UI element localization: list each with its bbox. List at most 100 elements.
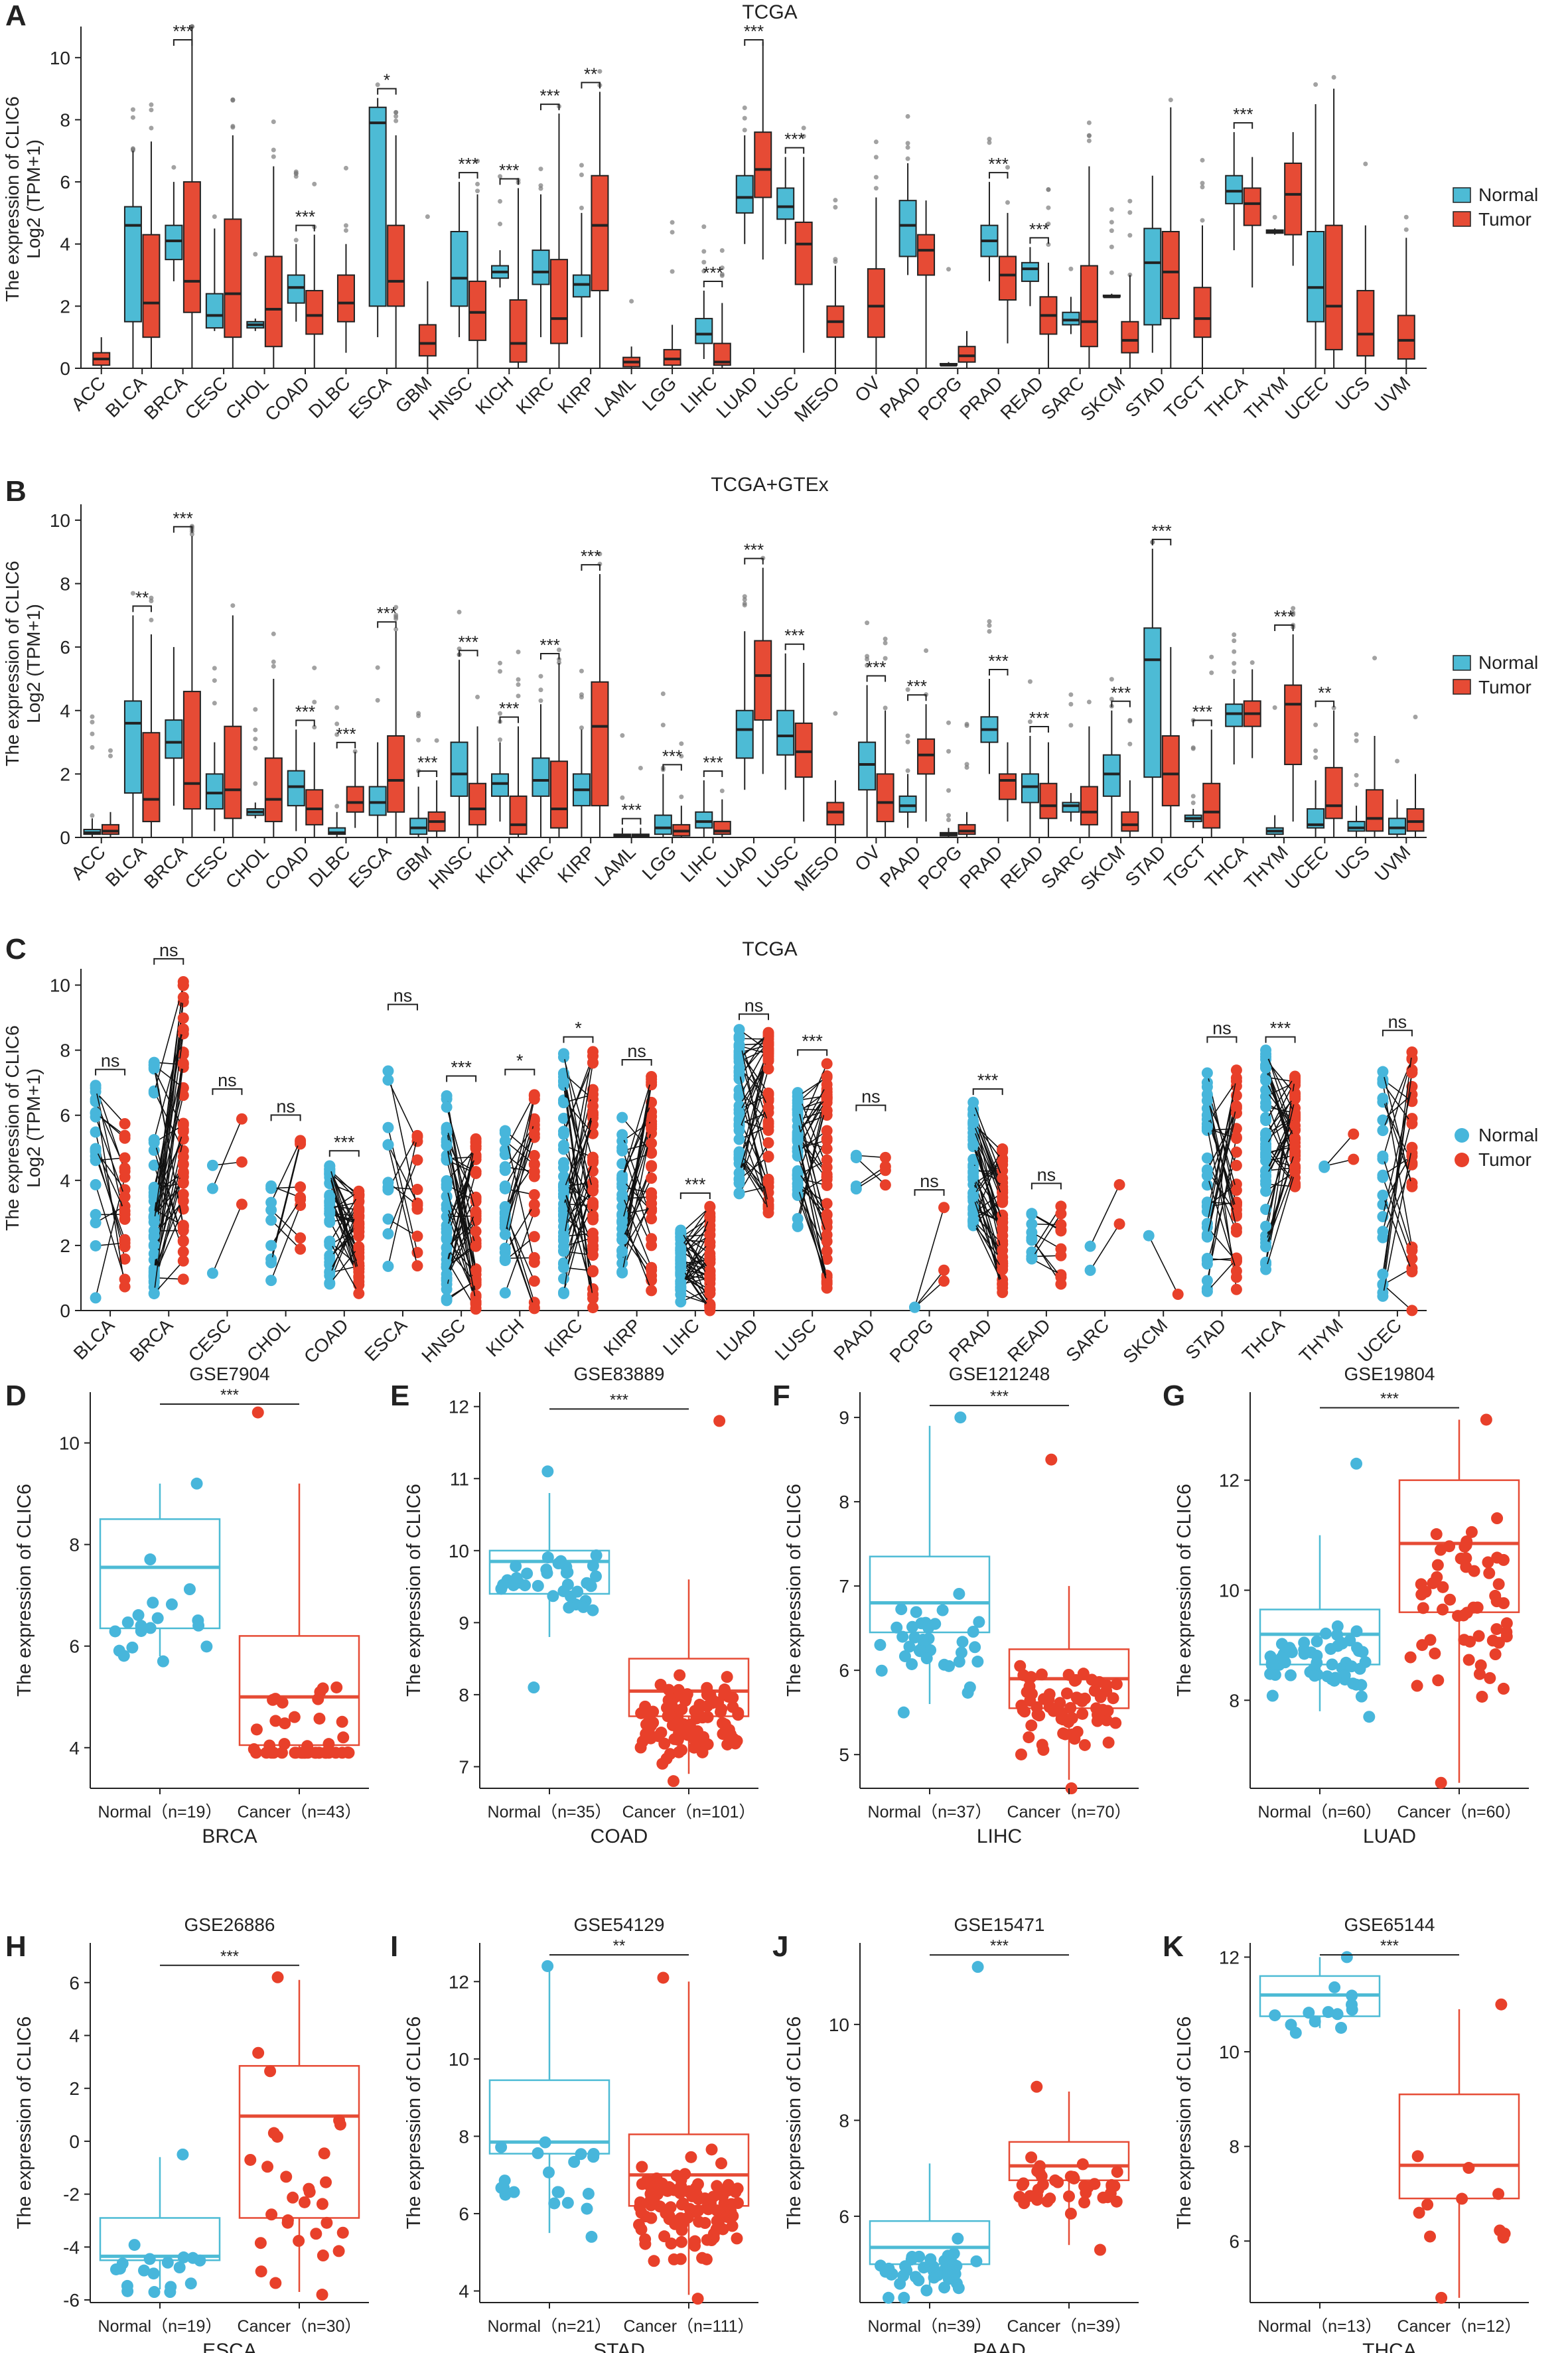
j-normal-point (952, 2282, 965, 2295)
y-tick-label-h: 0 (69, 2131, 80, 2152)
f-cancer-point (1035, 1668, 1048, 1681)
outlier-luad (742, 127, 747, 133)
tumor-point-stad (1230, 1132, 1242, 1144)
cesc-tumor-box (224, 725, 242, 820)
x-tick-label-f-normal: Normal（n=37） (868, 1803, 992, 1821)
tumor-point-lusc (821, 1229, 833, 1241)
y-tick-label-k: 12 (1219, 1947, 1240, 1967)
skcm-normal-box (1102, 754, 1121, 797)
pair-line-brca (153, 985, 184, 1217)
d-normal-point (190, 1477, 203, 1490)
pair-line-luad (739, 1159, 769, 1209)
tumor-point-lusc (821, 1253, 833, 1265)
k-cancer-point (1492, 2188, 1505, 2200)
sig-coad-label: *** (295, 701, 315, 721)
outlier-prad (987, 628, 992, 634)
y-tick-label-g: 10 (1219, 1581, 1240, 1601)
lgg-tumor-box (663, 348, 681, 366)
sig-prad-label: *** (989, 154, 1009, 174)
coad-tumor-box (305, 289, 324, 335)
normal-point-kirc (557, 1162, 569, 1174)
outlier-blca (130, 107, 135, 112)
outlier-lihc (719, 788, 725, 794)
f-cancer-point (1061, 1715, 1074, 1727)
normal-point-stad (1201, 1067, 1213, 1079)
normal-point-lusc (792, 1094, 804, 1106)
cesc-normal-box (205, 293, 224, 329)
pair-line-esca (388, 1070, 418, 1210)
kirp-normal-box (572, 274, 591, 298)
pair-line-blca (95, 1155, 125, 1240)
sig-c-hnsc-bracket (446, 1075, 477, 1082)
h-normal-point (173, 2261, 186, 2274)
y-tick-label-b: 4 (60, 701, 70, 721)
tumor-point-lusc (821, 1134, 833, 1146)
e-normal-point (497, 1579, 510, 1591)
tumor-point-read (1055, 1208, 1067, 1220)
normal-point-brca (148, 1159, 160, 1171)
j-cancer-point (1025, 2151, 1038, 2164)
k-normal-point (1303, 2007, 1315, 2019)
xlabel-h: ESCA (202, 2340, 257, 2353)
read-tumor-box (1039, 782, 1058, 820)
tumor-point-esca (411, 1131, 423, 1143)
f-normal-point (920, 1652, 933, 1665)
g-cancer-point (1444, 1593, 1457, 1606)
outlier-read (1046, 221, 1051, 226)
outlier-luad (742, 115, 747, 121)
normal-point-kirc (557, 1261, 569, 1273)
i-normal-box (488, 2079, 610, 2155)
i-cancer-point (731, 2197, 744, 2210)
sig-c-thca-label: *** (1270, 1019, 1291, 1038)
tumor-point-brca (177, 1012, 189, 1024)
tumor-point-hnsc (470, 1167, 482, 1179)
h-normal-point (138, 2264, 151, 2277)
normal-point-chol (265, 1196, 277, 1208)
normal-point-kirc (557, 1112, 569, 1124)
normal-point-read (1026, 1218, 1038, 1230)
x-tick-label-d-normal: Normal（n=19） (98, 1803, 222, 1821)
d-cancer-point (313, 1747, 325, 1759)
normal-point-coad (324, 1196, 336, 1208)
i-cancer-point (645, 2199, 658, 2212)
g-cancer-point (1473, 1668, 1486, 1680)
j-normal-point (947, 2257, 960, 2270)
e-cancer-point (701, 1681, 713, 1694)
outlier-pcpg (946, 720, 952, 725)
i-normal-point (575, 2148, 587, 2161)
pair-line-hnsc (446, 1107, 476, 1214)
k-normal-point (1269, 2009, 1281, 2022)
y-tick-label-a: 2 (60, 296, 70, 317)
pair-line-hnsc (446, 1145, 476, 1302)
coad-normal-box (287, 274, 305, 304)
normal-point-luad (733, 1040, 745, 1052)
d-cancer-point (337, 1731, 350, 1744)
outlier-sarc (1068, 701, 1074, 707)
sig-kirc-bracket (539, 104, 560, 111)
pair-line-stad (1206, 1175, 1238, 1271)
pair-line-kirc (563, 1062, 594, 1132)
k-normal-point (1328, 1981, 1341, 1993)
outlier-lgg (670, 230, 675, 235)
outlier-lihc (701, 249, 707, 254)
i-cancer-point (691, 2293, 704, 2305)
d-cancer-point (336, 1715, 348, 1728)
tumor-point-luad (762, 1063, 774, 1075)
normal-point-chol (265, 1180, 277, 1192)
outlier-ov (883, 636, 888, 642)
outlier-paad (905, 145, 910, 150)
normal-point-kirc (557, 1246, 569, 1257)
panel-letter-d: D (5, 1380, 27, 1412)
pcpg-tumor-box (958, 346, 976, 363)
normal-point-sarc (1084, 1240, 1096, 1252)
normal-point-blca (90, 1217, 102, 1229)
outlier-paad (905, 141, 910, 146)
h-cancer-point (252, 2046, 265, 2059)
outlier-thym (1291, 612, 1296, 617)
i-cancer-point (648, 2255, 660, 2267)
outlier-pcpg (946, 813, 952, 818)
tumor-point-luad (762, 1137, 774, 1149)
panel-title-e: GSE83889 (574, 1364, 665, 1384)
tumor-point-thca (1289, 1119, 1301, 1131)
outlier-lusc (801, 125, 806, 131)
